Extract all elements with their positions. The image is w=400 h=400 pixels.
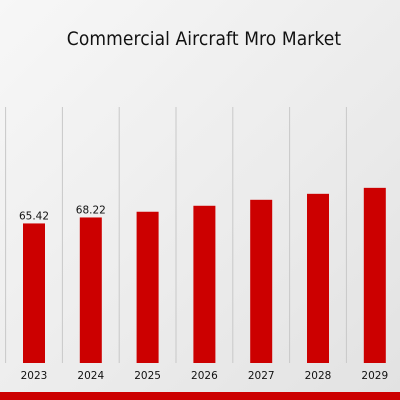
- bar-2023: [23, 223, 45, 363]
- x-tick-2028: 2028: [305, 370, 332, 382]
- x-tick-2023: 2023: [21, 370, 48, 382]
- data-label-2023: 65.42: [19, 210, 49, 222]
- x-tick-2025: 2025: [134, 370, 161, 382]
- bar-2024: [79, 217, 102, 363]
- chart-title: Commercial Aircraft Mro Market: [66, 28, 342, 50]
- bar-2027: [250, 199, 273, 363]
- footer-accent-bar: [0, 392, 400, 400]
- x-tick-2024: 2024: [77, 370, 104, 382]
- bar-2028: [307, 193, 329, 363]
- grid-lines: [5, 107, 347, 363]
- bar-2029: [363, 187, 386, 363]
- x-tick-labels: 2023 2024 2025 2026 2027 2028 2029: [21, 370, 389, 382]
- x-tick-2026: 2026: [191, 370, 218, 382]
- data-labels: 65.42 68.22: [19, 204, 106, 222]
- x-tick-2029: 2029: [361, 370, 388, 382]
- data-label-2024: 68.22: [76, 204, 106, 216]
- bar-2025: [136, 211, 159, 363]
- bar-2026: [193, 205, 216, 363]
- x-tick-2027: 2027: [248, 370, 275, 382]
- bars: [23, 187, 386, 363]
